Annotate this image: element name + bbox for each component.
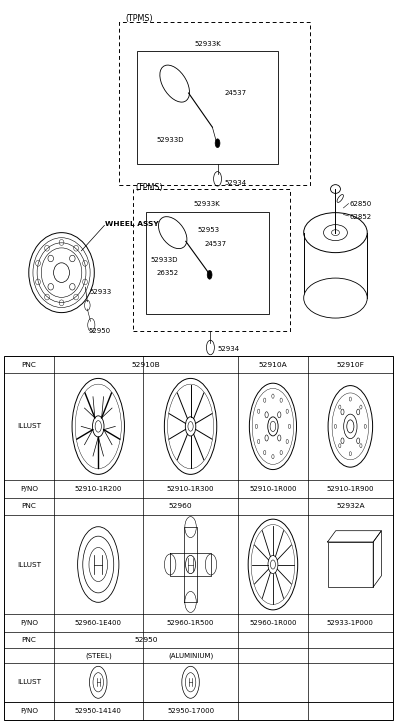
Text: 52932A: 52932A xyxy=(336,503,365,510)
Text: 24537: 24537 xyxy=(204,241,227,246)
Bar xyxy=(133,189,290,331)
Text: ILLUST: ILLUST xyxy=(17,561,41,568)
Text: PNC: PNC xyxy=(21,638,36,643)
Text: P/NO: P/NO xyxy=(20,620,38,627)
Text: 52910F: 52910F xyxy=(336,361,364,368)
Text: 52950-14140: 52950-14140 xyxy=(75,707,122,714)
Text: (ALUMINIUM): (ALUMINIUM) xyxy=(168,653,213,659)
Ellipse shape xyxy=(304,278,367,318)
Text: 52960-1R500: 52960-1R500 xyxy=(167,620,214,627)
Bar xyxy=(328,542,373,587)
Text: 52934: 52934 xyxy=(218,346,240,352)
Text: 26352: 26352 xyxy=(156,270,178,276)
Bar xyxy=(119,22,310,185)
Text: P/NO: P/NO xyxy=(20,707,38,714)
Text: P/NO: P/NO xyxy=(20,486,38,492)
Text: 52953: 52953 xyxy=(198,227,220,233)
Text: 52910-1R300: 52910-1R300 xyxy=(167,486,214,492)
Text: 62852: 62852 xyxy=(349,214,372,220)
Text: 52950: 52950 xyxy=(88,328,110,334)
Bar xyxy=(146,212,269,314)
Text: 52934: 52934 xyxy=(224,180,247,186)
Text: 24537: 24537 xyxy=(224,90,247,96)
Bar xyxy=(4,356,393,720)
Bar xyxy=(137,51,278,164)
Text: 52933K: 52933K xyxy=(193,201,220,206)
Text: 52933: 52933 xyxy=(89,289,112,295)
Text: 52933K: 52933K xyxy=(194,41,221,47)
Text: 62850: 62850 xyxy=(349,201,372,206)
Text: (TPMS): (TPMS) xyxy=(125,14,153,23)
Text: 52910-1R900: 52910-1R900 xyxy=(327,486,374,492)
Text: 52910A: 52910A xyxy=(258,361,287,368)
Text: PNC: PNC xyxy=(21,503,36,510)
Text: ILLUST: ILLUST xyxy=(17,679,41,686)
Text: 52950: 52950 xyxy=(134,638,158,643)
Circle shape xyxy=(215,139,220,148)
Text: PNC: PNC xyxy=(21,361,36,368)
Text: 52933D: 52933D xyxy=(151,257,178,262)
Text: 52960: 52960 xyxy=(169,503,193,510)
Text: ILLUST: ILLUST xyxy=(17,423,41,430)
Text: 52910-1R200: 52910-1R200 xyxy=(75,486,122,492)
Text: WHEEL ASSY: WHEEL ASSY xyxy=(105,221,159,227)
Text: 52910-1R000: 52910-1R000 xyxy=(249,486,297,492)
Text: 52960-1R000: 52960-1R000 xyxy=(249,620,297,627)
Circle shape xyxy=(185,555,196,574)
Text: 52933D: 52933D xyxy=(157,137,184,142)
Text: 52933-1P000: 52933-1P000 xyxy=(327,620,374,627)
Circle shape xyxy=(207,270,212,279)
Text: (TPMS): (TPMS) xyxy=(135,183,163,192)
Text: 52960-1E400: 52960-1E400 xyxy=(75,620,122,627)
Text: 52910B: 52910B xyxy=(131,361,160,368)
Text: 52950-17000: 52950-17000 xyxy=(167,707,214,714)
Text: (STEEL): (STEEL) xyxy=(85,653,112,659)
